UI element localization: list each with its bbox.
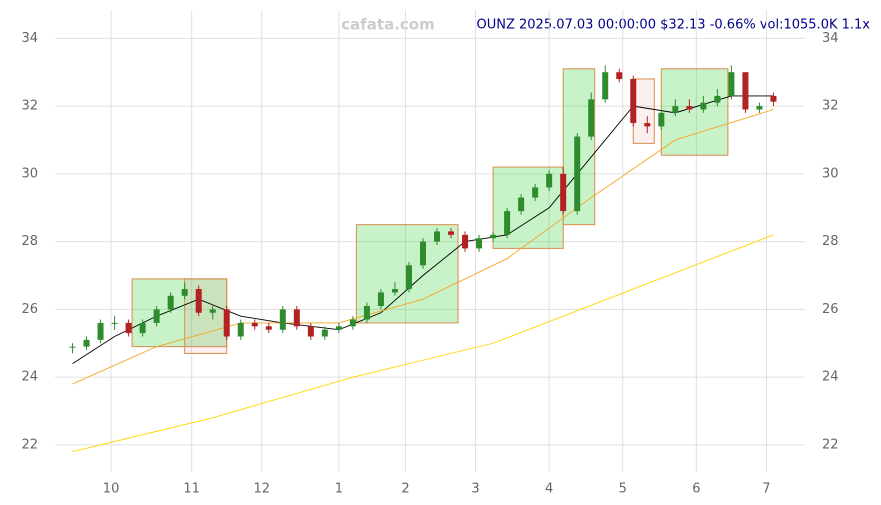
candle-body (560, 173, 567, 212)
candle-body (363, 305, 370, 320)
candle-body (349, 319, 356, 327)
y2-tick-label: 22 (822, 437, 839, 452)
moving-average (72, 109, 774, 385)
candle-body (742, 72, 749, 110)
y-tick-label: 32 (21, 99, 38, 114)
chart-title: OUNZ 2025.07.03 00:00:00 $32.13 -0.66% v… (477, 18, 871, 33)
x-tick-label: 6 (692, 482, 700, 497)
candle-body (490, 234, 497, 239)
candle-body (111, 322, 118, 324)
y2-tick-label: 34 (822, 31, 839, 46)
candle-body (391, 289, 398, 293)
candle-body (307, 326, 314, 337)
candle-body (265, 326, 272, 330)
candle-body (293, 309, 300, 327)
x-tick-label: 7 (762, 482, 770, 497)
candle-body (756, 106, 763, 110)
candle-body (167, 295, 174, 310)
candle-body (405, 265, 412, 290)
range-box (492, 166, 564, 249)
candle-body (602, 72, 609, 100)
x-tick-label: 3 (471, 482, 479, 497)
candle-body (630, 78, 637, 124)
x-tick-label: 2 (401, 482, 409, 497)
x-tick-label: 10 (103, 482, 120, 497)
x-tick-label: 4 (545, 482, 553, 497)
y2-tick-label: 32 (822, 99, 839, 114)
candle-body (251, 322, 258, 327)
candle-body (714, 95, 721, 103)
y-tick-label: 24 (21, 370, 38, 385)
candle-body (153, 309, 160, 323)
candle-body (700, 102, 707, 110)
y2-tick-label: 28 (822, 234, 839, 249)
candle-body (321, 329, 328, 337)
candle-body (97, 322, 104, 340)
x-tick-label: 12 (254, 482, 271, 497)
candle-body (419, 241, 426, 266)
candle-body (728, 72, 735, 96)
candle-body (139, 322, 146, 334)
candle-body (279, 309, 286, 330)
candle-body (434, 231, 441, 242)
candle-body (504, 211, 511, 235)
candle-body (518, 197, 525, 212)
watermark: cafata.com (341, 16, 434, 34)
y2-tick-label: 30 (822, 166, 839, 181)
candle-body (476, 238, 483, 249)
y2-tick-label: 24 (822, 370, 839, 385)
candle-body (462, 234, 469, 249)
y-tick-label: 22 (21, 437, 38, 452)
candle-body (69, 346, 76, 348)
candle-body (686, 106, 693, 110)
y-tick-label: 28 (21, 234, 38, 249)
x-tick-label: 5 (619, 482, 627, 497)
range-box (184, 278, 228, 354)
x-tick-label: 11 (183, 482, 200, 497)
y-tick-label: 30 (21, 166, 38, 181)
candle-body (223, 309, 230, 337)
candle-body (377, 292, 384, 306)
y-tick-label: 26 (21, 302, 38, 317)
candle-body (616, 72, 623, 79)
candle-body (209, 309, 216, 313)
candle-body (125, 322, 132, 334)
candle-body (448, 231, 455, 235)
candle-body (195, 289, 202, 313)
candle-body (658, 112, 665, 127)
moving-average (72, 234, 774, 453)
candle-body (83, 339, 90, 347)
y-tick-label: 34 (21, 31, 38, 46)
candle-body (644, 123, 651, 127)
candle-body (532, 187, 539, 198)
y2-tick-label: 26 (822, 302, 839, 317)
range-box (632, 78, 655, 144)
candle-body (546, 173, 553, 188)
candle-body (181, 289, 188, 296)
candle-body (574, 136, 581, 212)
candle-body (335, 326, 342, 330)
x-tick-label: 1 (335, 482, 343, 497)
candle-body (672, 106, 679, 113)
moving-average (72, 95, 774, 364)
candle-body (588, 99, 595, 137)
candle-body (770, 95, 777, 102)
candle-body (237, 322, 244, 337)
